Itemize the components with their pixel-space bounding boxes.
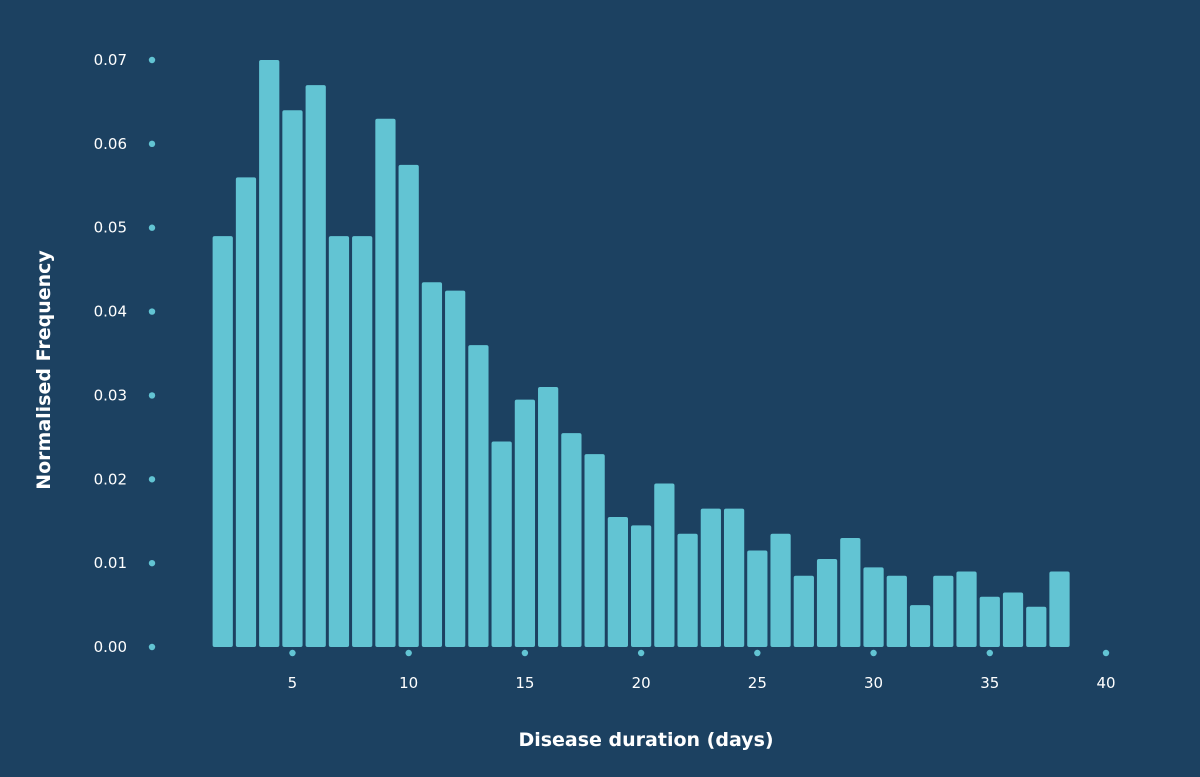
bar-4 [259,60,280,647]
bar-28 [816,558,838,647]
y-tick-marker [148,308,156,315]
bar-27 [793,575,814,647]
y-tick-marker [148,476,156,483]
bar-23 [700,508,721,647]
bar-2 [212,236,233,647]
bar-6 [305,85,326,647]
x-tick-label: 35 [980,674,999,692]
bar-33 [933,575,954,647]
bar-14 [491,441,512,647]
x-tick-label: 5 [288,674,298,692]
bar-8 [352,236,373,647]
bar-25 [747,550,768,647]
bar-31 [886,575,907,647]
x-tick-marker [637,649,645,657]
x-tick-label: 40 [1096,674,1115,692]
bar-10 [398,164,419,647]
x-tick-label: 10 [399,674,418,692]
y-tick-marker [148,559,156,567]
bar-13 [468,345,489,647]
x-tick-marker [405,649,412,657]
bar-20 [631,525,652,647]
y-tick-label: 0.04 [94,303,127,321]
bar-18 [584,454,605,647]
bar-36 [1002,592,1024,647]
bar-21 [654,483,675,647]
y-tick-label: 0.07 [94,51,127,69]
bars-group [212,60,1070,647]
bar-3 [235,177,257,647]
bar-12 [445,290,466,647]
x-tick-marker [521,649,529,657]
bar-17 [561,433,582,647]
bar-32 [909,605,931,647]
x-tick-label: 15 [515,674,534,692]
bar-30 [863,567,884,647]
y-tick-label: 0.03 [94,386,127,404]
y-axis-title: Normalised Frequency [33,250,55,490]
y-tick-label: 0.02 [94,470,127,488]
bar-19 [607,517,628,647]
bar-34 [956,571,977,647]
y-tick-label: 0.05 [94,219,127,237]
x-tick-marker [289,649,296,657]
bar-15 [514,399,536,647]
bar-37 [1026,606,1047,647]
y-tick-label: 0.00 [94,638,127,656]
y-tick-marker [148,392,156,399]
bar-24 [723,508,745,647]
bar-22 [677,533,698,647]
y-tick-marker [148,224,156,231]
x-axis-title: Disease duration (days) [518,729,773,751]
bar-5 [282,110,303,647]
y-axis: 0.00 0.01 0.02 0.03 0.04 0.05 0.06 0.07 [94,51,156,656]
x-tick-marker [754,649,761,657]
bar-16 [538,387,559,647]
bar-11 [421,282,443,647]
x-tick-label: 25 [748,674,767,692]
y-tick-label: 0.01 [94,554,127,572]
bar-38 [1049,571,1070,647]
bar-35 [979,596,1000,647]
bar-26 [770,533,791,647]
x-tick-label: 30 [864,674,883,692]
bar-29 [840,537,861,647]
y-tick-marker [148,643,156,651]
bar-7 [328,236,350,647]
x-tick-marker [1102,649,1110,657]
bar-9 [375,118,396,647]
x-tick-label: 20 [632,674,651,692]
y-tick-marker [148,140,156,148]
y-tick-marker [148,56,156,64]
y-tick-label: 0.06 [94,135,127,153]
x-tick-marker [870,649,877,657]
x-tick-marker [986,649,993,657]
x-axis: 5 10 15 20 25 30 35 40 [288,649,1116,692]
